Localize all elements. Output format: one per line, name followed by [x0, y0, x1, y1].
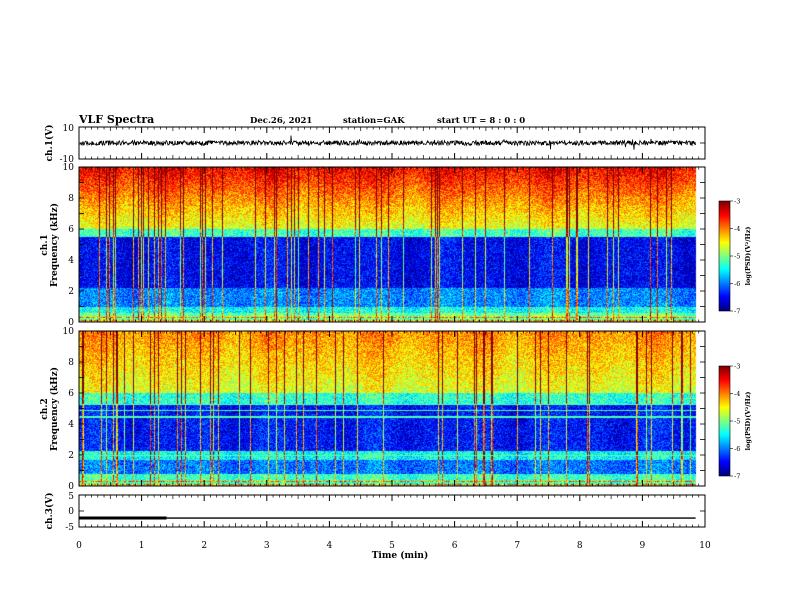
x-tick-label: 5: [389, 541, 395, 551]
ch1-waveform-panel: 10 -10 ch.1(V): [44, 124, 706, 165]
colorbar-tick-label: -5: [734, 253, 740, 261]
ch3-level-ylabel: ch.3(V): [44, 493, 55, 530]
ch1-ytick-bottom: -10: [60, 155, 75, 165]
colorbar-tick-label: -3: [734, 198, 740, 206]
ch1-colorbar: -3 -4 -5 -6 -7 log(PSD)(V²/Hz): [718, 198, 752, 316]
y-tick-label: 6: [68, 389, 74, 399]
ch3-level-frame: [78, 494, 706, 528]
ch2-frequency-label: Frequency (kHz): [49, 367, 60, 451]
ch1-colorbar-scale: [719, 201, 730, 311]
header-date: Dec.26, 2021: [250, 116, 312, 126]
x-tick-label: 9: [640, 541, 646, 551]
y-tick-label: 2: [68, 451, 74, 461]
x-tick-label: 7: [514, 541, 520, 551]
ch1-spectrogram-heatmap: [79, 167, 705, 322]
y-tick-label: 10: [63, 163, 75, 173]
ch2-channel-label: ch.2: [40, 398, 50, 419]
ch3-level-panel: 5 0 -5 ch.3(V) 0 1 2 3 4 5 6 7 8 9 10 Time (min): [44, 492, 711, 561]
ch2-colorbar-ticks: -3 -4 -5 -6 -7: [730, 363, 740, 481]
x-tick-label: 1: [139, 541, 145, 551]
ch2-colorbar-scale: [719, 366, 730, 476]
ch1-spectrogram-frame: [78, 166, 706, 323]
x-tick-label: 2: [201, 541, 207, 551]
ch1-waveform-trace: [79, 135, 696, 150]
colorbar-tick-label: -4: [734, 390, 740, 398]
x-tick-label: 10: [699, 541, 711, 551]
x-tick-label: 4: [327, 541, 333, 551]
x-tick-label: 6: [452, 541, 458, 551]
header-station: station=GAK: [343, 116, 405, 126]
y-tick-label: 8: [68, 358, 74, 368]
ch1-frequency-label: Frequency (kHz): [49, 203, 60, 287]
ch3-ticks: [78, 494, 706, 528]
y-tick-label: 0: [68, 318, 74, 328]
ch2-spectrogram-ytick-labels: 0 2 4 6 8 10: [63, 327, 75, 492]
colorbar-tick-label: -3: [734, 363, 740, 371]
colorbar-tick-label: -7: [734, 308, 740, 316]
header-start-time: start UT = 8 : 0 : 0: [437, 116, 525, 126]
ch1-spectrogram-ytick-labels: 0 2 4 6 8 10: [63, 163, 75, 328]
ch1-ytick-top: 10: [63, 124, 75, 134]
ch1-waveform-frame: [78, 126, 706, 160]
ch2-colorbar-label: log(PSD)(V²/Hz): [744, 392, 752, 451]
ch1-waveform-ylabel: ch.1(V): [44, 125, 55, 162]
x-tick-label: 8: [577, 541, 583, 551]
y-tick-label: 8: [68, 194, 74, 204]
ch2-spectrogram-frame: [78, 330, 706, 487]
colorbar-tick-label: -6: [734, 445, 740, 453]
y-tick-label: 10: [63, 327, 75, 337]
colorbar-tick-label: -7: [734, 473, 740, 481]
colorbar-tick-label: -6: [734, 280, 740, 288]
ch2-colorbar: -3 -4 -5 -6 -7 log(PSD)(V²/Hz): [718, 363, 752, 481]
y-tick-label: 0: [68, 482, 74, 492]
ch1-colorbar-label: log(PSD)(V²/Hz): [744, 227, 752, 286]
colorbar-tick-label: -5: [734, 418, 740, 426]
x-tick-label: 3: [264, 541, 270, 551]
figure-title: VLF Spectra: [78, 113, 154, 126]
ch2-spectrogram-panel: 0 2 4 6 8 10 ch.2 Frequency (kHz): [40, 327, 706, 492]
x-tick-label: 0: [76, 541, 82, 551]
colorbar-tick-label: -4: [734, 225, 740, 233]
ch2-spectrogram-heatmap: [79, 331, 705, 486]
time-axis-label: Time (min): [372, 550, 429, 561]
ch3-ytick-bottom: -5: [65, 523, 74, 533]
y-tick-label: 4: [68, 256, 74, 266]
time-axis-tick-labels: 0 1 2 3 4 5 6 7 8 9 10: [76, 541, 711, 551]
ch1-spectrogram-panel: 0 2 4 6 8 10 ch.1 Frequency (kHz): [40, 163, 706, 328]
ch3-ytick-top: 5: [68, 492, 74, 502]
y-tick-label: 2: [68, 287, 74, 297]
ch3-ytick-middle: 0: [68, 507, 74, 517]
ch1-channel-label: ch.1: [40, 234, 50, 255]
y-tick-label: 4: [68, 420, 74, 430]
ch1-waveform-line: [79, 135, 696, 150]
y-tick-label: 6: [68, 225, 74, 235]
ch1-colorbar-ticks: -3 -4 -5 -6 -7: [730, 198, 740, 316]
